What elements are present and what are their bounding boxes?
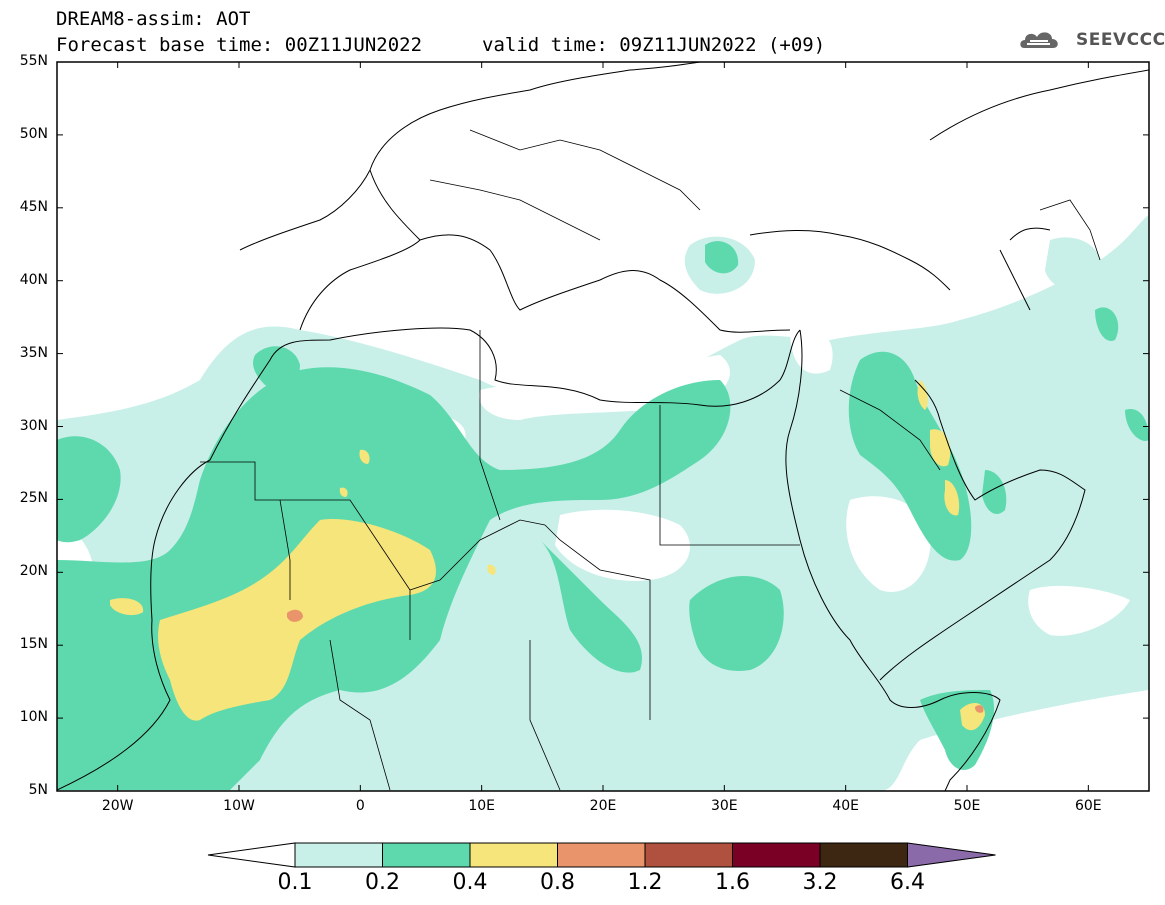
colorbar-segment — [294, 842, 383, 868]
colorbar-segment — [644, 842, 733, 868]
colorbar-label: 0.2 — [365, 870, 400, 895]
lat-label: 5N — [28, 782, 48, 798]
lon-label: 60E — [1074, 798, 1102, 814]
lat-label: 45N — [19, 198, 48, 215]
colorbar-segment — [819, 842, 908, 868]
colorbar — [207, 842, 996, 868]
lon-label: 0 — [355, 798, 365, 814]
colorbar-under-arrow — [207, 842, 296, 868]
lat-label: 50N — [19, 125, 48, 142]
colorbar-label: 0.1 — [277, 870, 313, 895]
lat-label: 55N — [19, 53, 48, 69]
colorbar-label: 1.2 — [627, 870, 663, 895]
colorbar-segment — [469, 842, 558, 868]
colorbar-segment — [557, 842, 646, 868]
aot-field — [57, 215, 1149, 791]
lat-label: 15N — [19, 636, 48, 653]
colorbar-segment — [732, 842, 821, 868]
lon-label: 30E — [710, 798, 738, 814]
lat-label: 40N — [19, 271, 48, 288]
colorbar-over-arrow — [907, 842, 996, 868]
logo-text: SEEVCCC — [1076, 30, 1165, 50]
colorbar-segment — [382, 842, 471, 868]
forecast-base-time: Forecast base time: 00Z11JUN2022 — [56, 34, 423, 56]
lat-label: 25N — [19, 490, 48, 507]
colorbar-label: 1.6 — [715, 870, 750, 895]
lon-label: 10W — [223, 798, 255, 814]
lat-label: 20N — [19, 563, 48, 580]
lon-label: 20E — [589, 798, 617, 814]
lon-label: 40E — [832, 798, 859, 814]
lat-label: 10N — [19, 709, 48, 726]
coastlines — [57, 62, 1149, 791]
seevccc-logo — [1020, 32, 1058, 48]
lon-label: 20W — [101, 798, 134, 814]
valid-time: valid time: 09Z11JUN2022 (+09) — [482, 34, 826, 56]
lon-label: 10E — [468, 798, 495, 814]
map-title: DREAM8-assim: AOT — [56, 8, 251, 30]
lon-label: 50E — [953, 798, 981, 814]
lat-label: 35N — [19, 344, 48, 361]
axis-ticks — [57, 61, 1149, 792]
lat-label: 30N — [19, 417, 48, 434]
colorbar-label: 0.4 — [452, 870, 488, 895]
country-borders — [200, 129, 1101, 791]
colorbar-label: 0.8 — [540, 870, 575, 895]
colorbar-label: 3.2 — [802, 870, 838, 895]
colorbar-label: 6.4 — [890, 870, 925, 895]
